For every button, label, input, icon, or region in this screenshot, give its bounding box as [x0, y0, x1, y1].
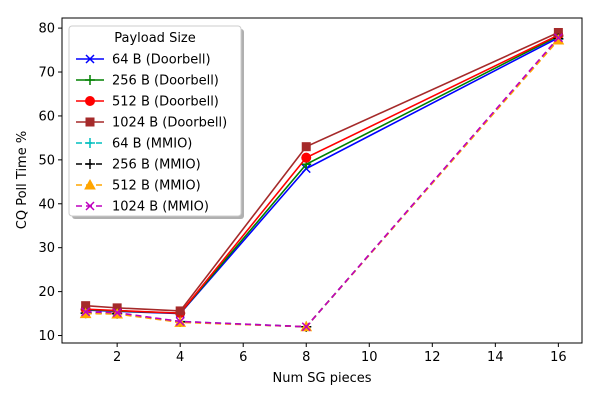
- legend-marker: [85, 201, 95, 211]
- legend-entry: 64 B (Doorbell): [76, 53, 211, 68]
- x-tick-label: 8: [302, 350, 310, 365]
- data-point: [301, 152, 312, 163]
- y-axis-label: CQ Poll Time %: [15, 131, 30, 229]
- y-tick-label: 10: [38, 329, 55, 344]
- data-point: [175, 306, 185, 316]
- y-tick-label: 40: [38, 197, 55, 212]
- y-tick-label: 20: [38, 285, 55, 300]
- legend-frame: [68, 25, 242, 217]
- x-axis-label: Num SG pieces: [273, 371, 372, 386]
- y-tick-label: 80: [38, 22, 55, 37]
- legend-marker: [84, 178, 96, 190]
- series-8: [81, 33, 563, 332]
- x-tick-label: 12: [424, 350, 441, 365]
- axes-layer: 2 4 6 8 10 12 14 16 10 20 30 40 50 60 70 80: [38, 17, 583, 365]
- legend-label: 512 B (Doorbell): [112, 95, 219, 110]
- legend-title: Payload Size: [114, 31, 196, 46]
- x-tick-label: 16: [550, 350, 567, 365]
- series-4: [81, 27, 563, 316]
- y-tick-label: 30: [38, 241, 55, 256]
- legend-label: 256 B (Doorbell): [112, 74, 219, 89]
- legend-label: 1024 B (MMIO): [112, 200, 209, 215]
- legend-marker: [85, 138, 95, 148]
- x-tick-label: 14: [487, 350, 504, 365]
- legend-entry: 64 B (MMIO): [76, 137, 192, 152]
- data-point: [301, 322, 311, 332]
- y-tick-label: 60: [38, 109, 55, 124]
- legend-label: 64 B (Doorbell): [112, 53, 211, 68]
- legend-label: 256 B (MMIO): [112, 158, 201, 173]
- legend-marker: [85, 75, 95, 85]
- y-tick-label: 50: [38, 153, 55, 168]
- x-tick-label: 4: [176, 350, 184, 365]
- legend-marker: [85, 117, 95, 127]
- legend: Payload Size 64 B (Doorbell) 256 B (Doorb…: [68, 25, 244, 219]
- legend-marker: [85, 159, 95, 169]
- legend-marker: [85, 96, 95, 106]
- legend-entry: 1024 B (MMIO): [76, 200, 209, 215]
- x-tick-label: 2: [113, 350, 121, 365]
- legend-label: 64 B (MMIO): [112, 137, 192, 152]
- legend-label: 1024 B (Doorbell): [112, 116, 227, 131]
- legend-entry: 256 B (MMIO): [76, 158, 201, 173]
- x-tick-label: 6: [239, 350, 247, 365]
- legend-entries: 64 B (Doorbell) 256 B (Doorbell) 512 B (Do…: [76, 53, 227, 215]
- legend-entry: 512 B (Doorbell): [76, 95, 219, 110]
- data-point: [175, 316, 185, 327]
- data-point: [81, 307, 91, 317]
- data-point: [301, 142, 311, 152]
- legend-label: 512 B (MMIO): [112, 179, 201, 194]
- legend-entry: 512 B (MMIO): [76, 179, 201, 194]
- y-tick-label: 70: [38, 66, 55, 81]
- legend-entry: 256 B (Doorbell): [76, 74, 219, 89]
- legend-entry: 1024 B (Doorbell): [76, 116, 227, 131]
- legend-marker: [85, 54, 95, 64]
- data-point: [553, 33, 563, 43]
- x-tick-label: 10: [361, 350, 378, 365]
- series-layer: [79, 27, 565, 332]
- data-point: [112, 308, 122, 318]
- plot-frame: [61, 17, 583, 344]
